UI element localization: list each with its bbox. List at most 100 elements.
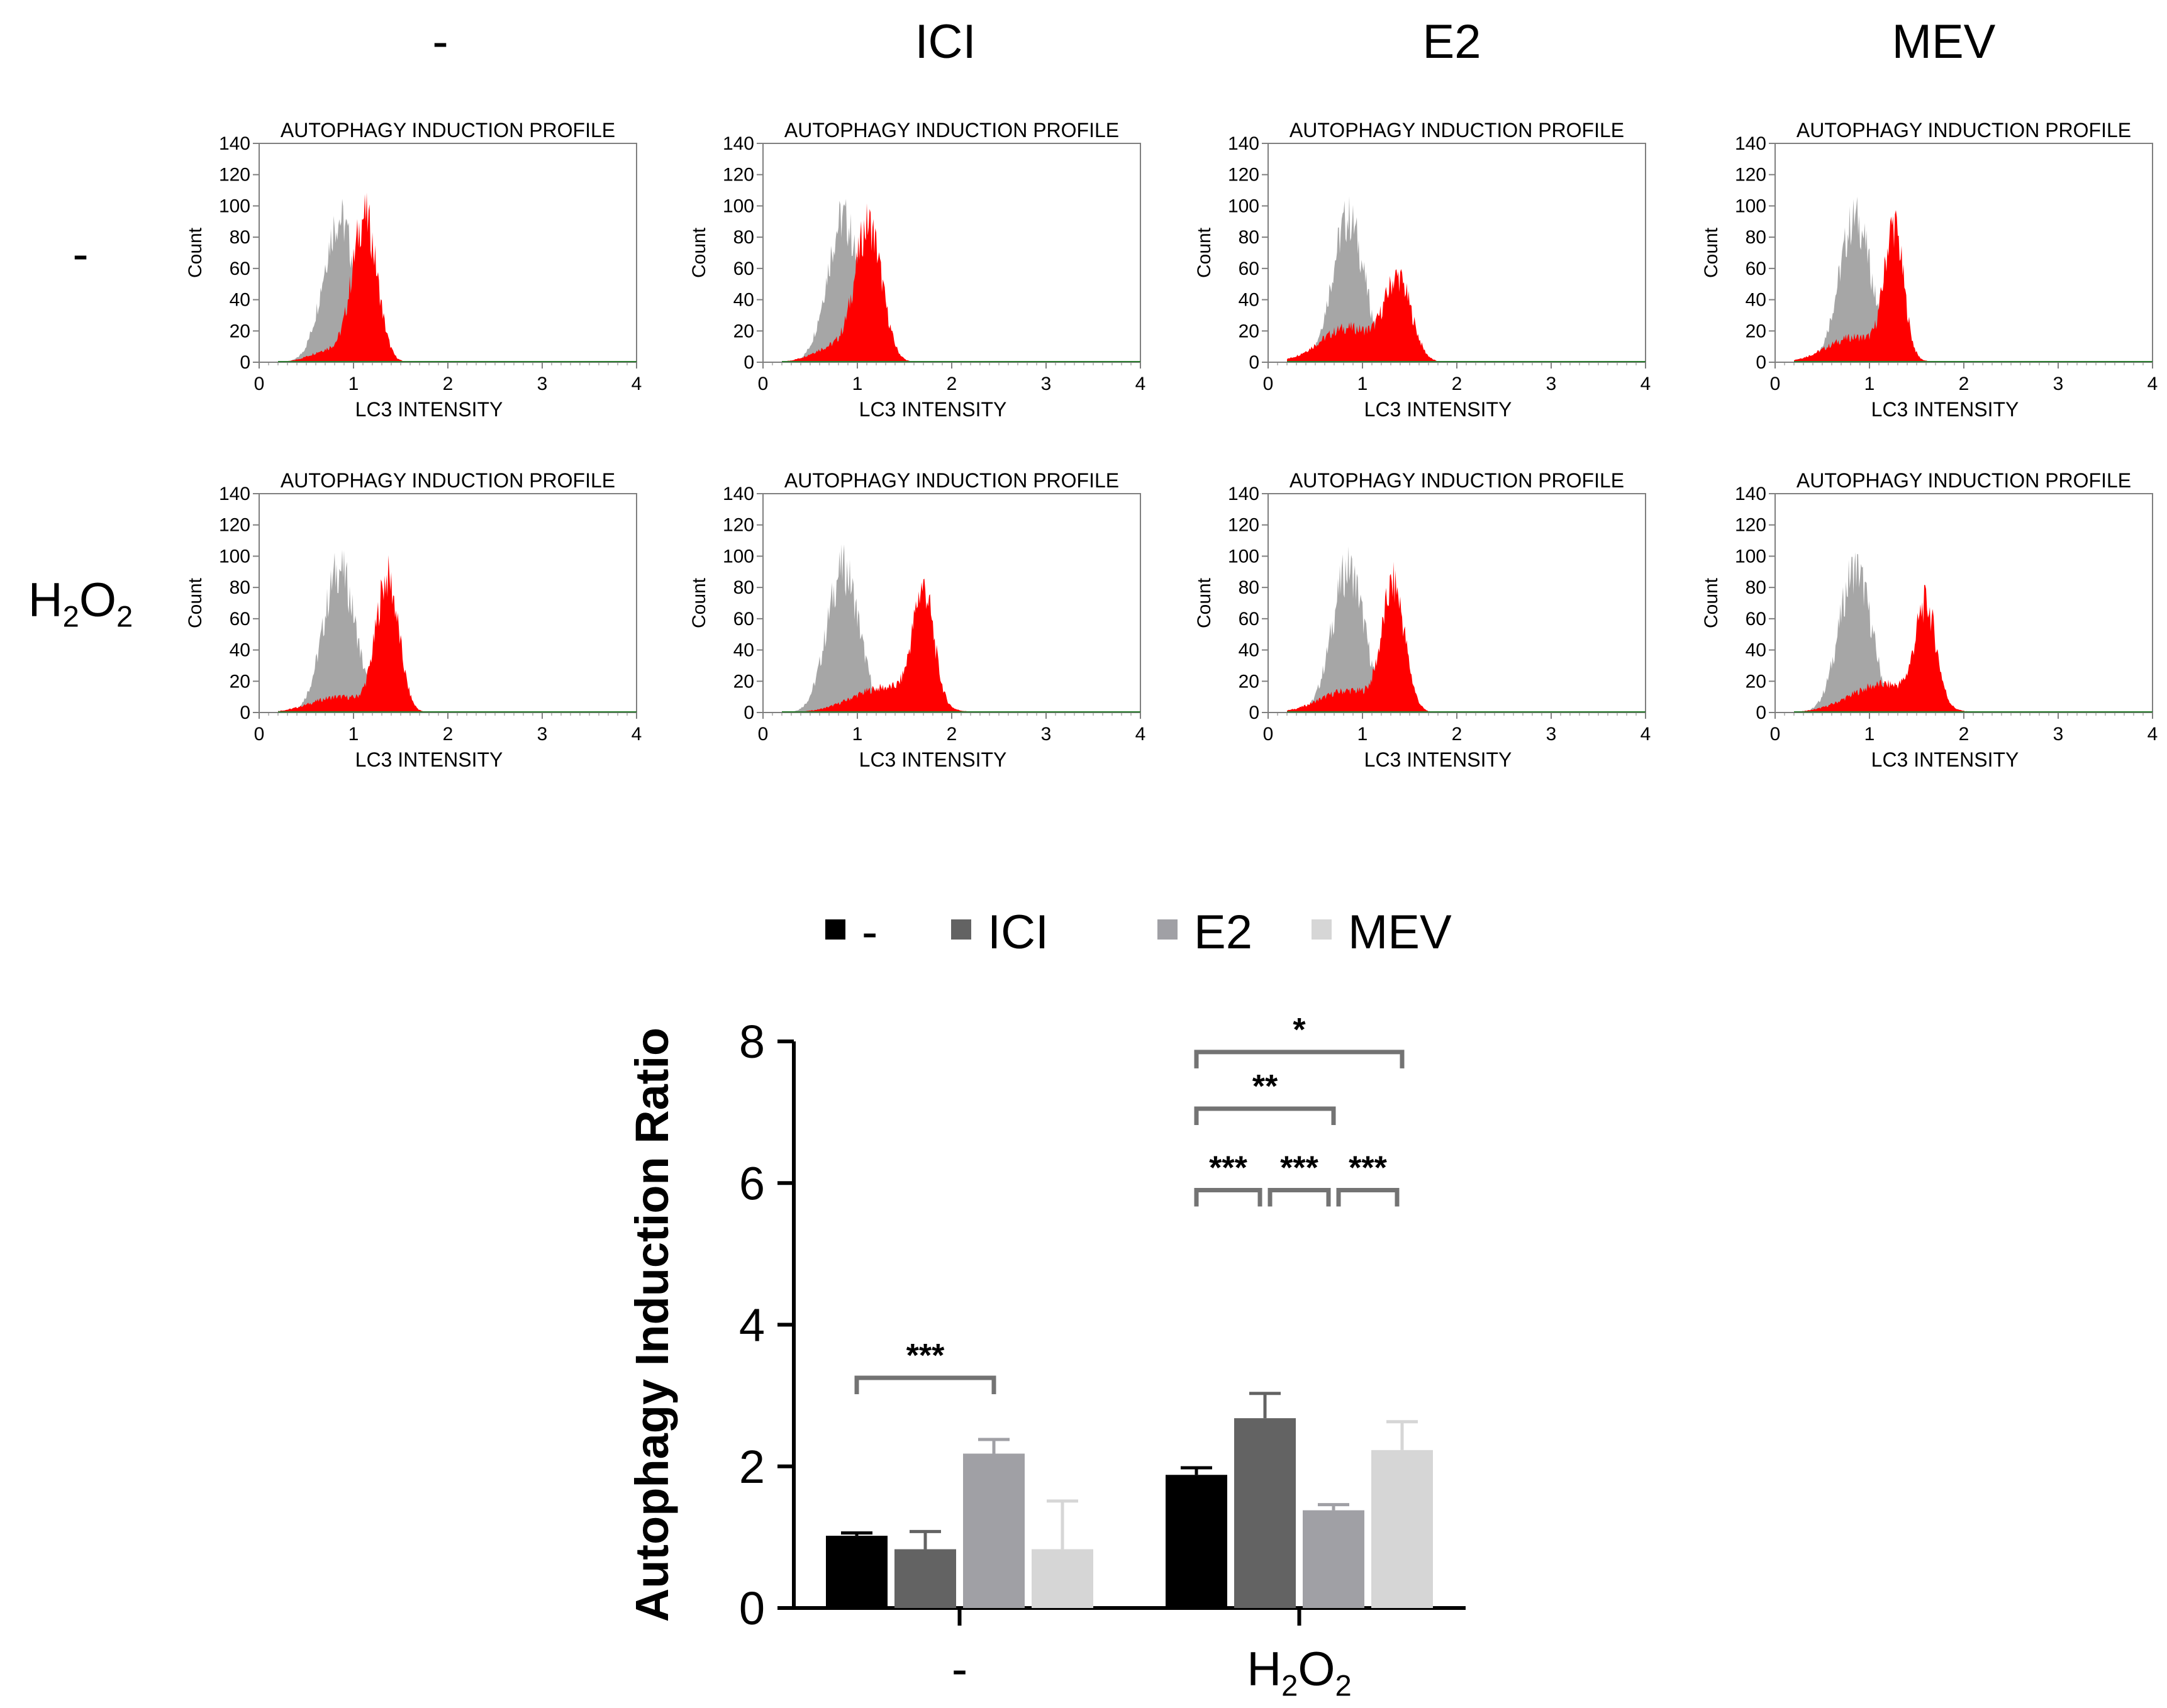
x-tick-label: 2 bbox=[1959, 724, 1969, 745]
y-tick-label: 100 bbox=[1228, 196, 1259, 216]
panel-ylabel: Count bbox=[1194, 227, 1215, 278]
x-tick-label: 3 bbox=[1546, 374, 1557, 394]
y-tick-label: 120 bbox=[1735, 515, 1766, 536]
sig-label-5: * bbox=[1293, 1012, 1306, 1048]
x-tick-label: 1 bbox=[1864, 724, 1875, 745]
x-tick-label: 3 bbox=[1546, 724, 1557, 745]
row-label-h2o2-h1: H bbox=[28, 574, 63, 627]
x-tick-label: 2 bbox=[1452, 374, 1462, 394]
panel-ylabel: Count bbox=[689, 577, 710, 628]
x-tick-label: 4 bbox=[2148, 724, 2158, 745]
y-tick-label: 40 bbox=[1746, 290, 1766, 311]
bar-3-0 bbox=[1032, 1549, 1093, 1608]
bar-0-1 bbox=[1166, 1475, 1227, 1608]
y-tick-label: 80 bbox=[1239, 577, 1259, 598]
y-tick-label: 80 bbox=[1746, 577, 1766, 598]
panel-xlabel: LC3 INTENSITY bbox=[859, 398, 1007, 421]
legend-label-1: ICI bbox=[988, 906, 1049, 959]
treatment-histogram bbox=[278, 192, 542, 362]
x-tick-label: 4 bbox=[1641, 724, 1651, 745]
treatment-histogram bbox=[782, 203, 1046, 362]
column-header-2: E2 bbox=[1423, 15, 1481, 69]
y-tick-label: 0 bbox=[1249, 352, 1259, 373]
y-tick-label: 80 bbox=[1239, 227, 1259, 248]
row-label-h2o2-s2: 2 bbox=[116, 600, 133, 633]
bar-category-label-0-text: - bbox=[952, 1643, 967, 1696]
y-tick-label: 100 bbox=[219, 196, 250, 216]
x-tick-label: 4 bbox=[1135, 374, 1146, 394]
histogram-panel-2: AUTOPHAGY INDUCTION PROFILE Count LC3 INTE… bbox=[1194, 119, 1651, 421]
histogram-panel-7: AUTOPHAGY INDUCTION PROFILE Count LC3 INTE… bbox=[1701, 469, 2158, 771]
sig-label-4: ** bbox=[1252, 1068, 1278, 1105]
x-tick-label: 1 bbox=[348, 724, 359, 745]
y-tick-label: 140 bbox=[219, 484, 250, 504]
x-tick-label: 2 bbox=[947, 724, 957, 745]
panel-title: AUTOPHAGY INDUCTION PROFILE bbox=[1797, 469, 2131, 492]
y-tick-label: 20 bbox=[1239, 321, 1259, 341]
y-tick-label: 140 bbox=[1735, 133, 1766, 154]
x-tick-label: 3 bbox=[1041, 724, 1052, 745]
panel-xlabel: LC3 INTENSITY bbox=[1364, 748, 1512, 771]
bar-category-label-1-h1: H bbox=[1247, 1643, 1281, 1696]
x-tick-label: 3 bbox=[2053, 374, 2064, 394]
column-header-1: ICI bbox=[915, 15, 976, 69]
sig-label-0: *** bbox=[906, 1338, 945, 1374]
y-tick-label: 140 bbox=[1735, 484, 1766, 504]
y-tick-label: 120 bbox=[219, 515, 250, 536]
y-tick-label: 120 bbox=[219, 165, 250, 186]
y-tick-label: 40 bbox=[1239, 290, 1259, 311]
row-label-none: - bbox=[72, 228, 88, 281]
panel-ylabel: Count bbox=[1701, 227, 1722, 278]
legend-swatch-1 bbox=[951, 919, 971, 940]
x-tick-label: 0 bbox=[758, 374, 769, 394]
sig-label-2: *** bbox=[1280, 1150, 1318, 1187]
panel-xlabel: LC3 INTENSITY bbox=[355, 398, 503, 421]
panel-title: AUTOPHAGY INDUCTION PROFILE bbox=[1797, 119, 2131, 141]
panel-xlabel: LC3 INTENSITY bbox=[859, 748, 1007, 771]
y-tick-label: 60 bbox=[733, 609, 754, 629]
y-tick-label: 100 bbox=[219, 546, 250, 567]
bar-y-tick-label: 8 bbox=[739, 1016, 765, 1068]
legend-label-2: E2 bbox=[1194, 906, 1252, 959]
bar-2-1 bbox=[1303, 1510, 1364, 1608]
y-tick-label: 0 bbox=[1756, 702, 1766, 723]
y-tick-label: 60 bbox=[733, 258, 754, 279]
x-tick-label: 0 bbox=[1263, 374, 1274, 394]
y-tick-label: 40 bbox=[733, 290, 754, 311]
bar-3-1 bbox=[1371, 1450, 1433, 1608]
y-tick-label: 80 bbox=[733, 227, 754, 248]
panel-title: AUTOPHAGY INDUCTION PROFILE bbox=[1290, 119, 1624, 141]
y-tick-label: 100 bbox=[723, 546, 754, 567]
y-tick-label: 40 bbox=[733, 640, 754, 661]
y-tick-label: 40 bbox=[230, 290, 250, 311]
legend-label-0: - bbox=[862, 906, 877, 959]
histogram-panel-5: AUTOPHAGY INDUCTION PROFILE Count LC3 INTE… bbox=[689, 469, 1145, 771]
x-tick-label: 4 bbox=[1641, 374, 1651, 394]
x-tick-label: 2 bbox=[1959, 374, 1969, 394]
y-tick-label: 20 bbox=[230, 321, 250, 341]
sig-bracket-0 bbox=[854, 1375, 996, 1394]
panel-ylabel: Count bbox=[185, 227, 206, 278]
panel-title: AUTOPHAGY INDUCTION PROFILE bbox=[784, 119, 1119, 141]
panel-ylabel: Count bbox=[689, 227, 710, 278]
treatment-histogram bbox=[1794, 585, 2058, 713]
x-tick-label: 0 bbox=[254, 374, 265, 394]
y-tick-label: 140 bbox=[723, 484, 754, 504]
row-label-h2o2-h2: O bbox=[79, 574, 116, 627]
y-tick-label: 0 bbox=[240, 352, 250, 373]
panel-title: AUTOPHAGY INDUCTION PROFILE bbox=[1290, 469, 1624, 492]
x-tick-label: 1 bbox=[348, 374, 359, 394]
control-histogram bbox=[1794, 552, 2058, 713]
control-histogram bbox=[1794, 196, 2058, 362]
treatment-histogram bbox=[782, 579, 1046, 713]
y-tick-label: 100 bbox=[1735, 196, 1766, 216]
y-tick-label: 0 bbox=[744, 352, 754, 373]
y-tick-label: 140 bbox=[1228, 484, 1259, 504]
x-tick-label: 3 bbox=[1041, 374, 1052, 394]
row-label-h2o2: H2O2 bbox=[28, 574, 133, 633]
y-tick-label: 60 bbox=[1239, 609, 1259, 629]
y-tick-label: 40 bbox=[230, 640, 250, 661]
panel-ylabel: Count bbox=[1194, 577, 1215, 628]
y-tick-label: 100 bbox=[1228, 546, 1259, 567]
